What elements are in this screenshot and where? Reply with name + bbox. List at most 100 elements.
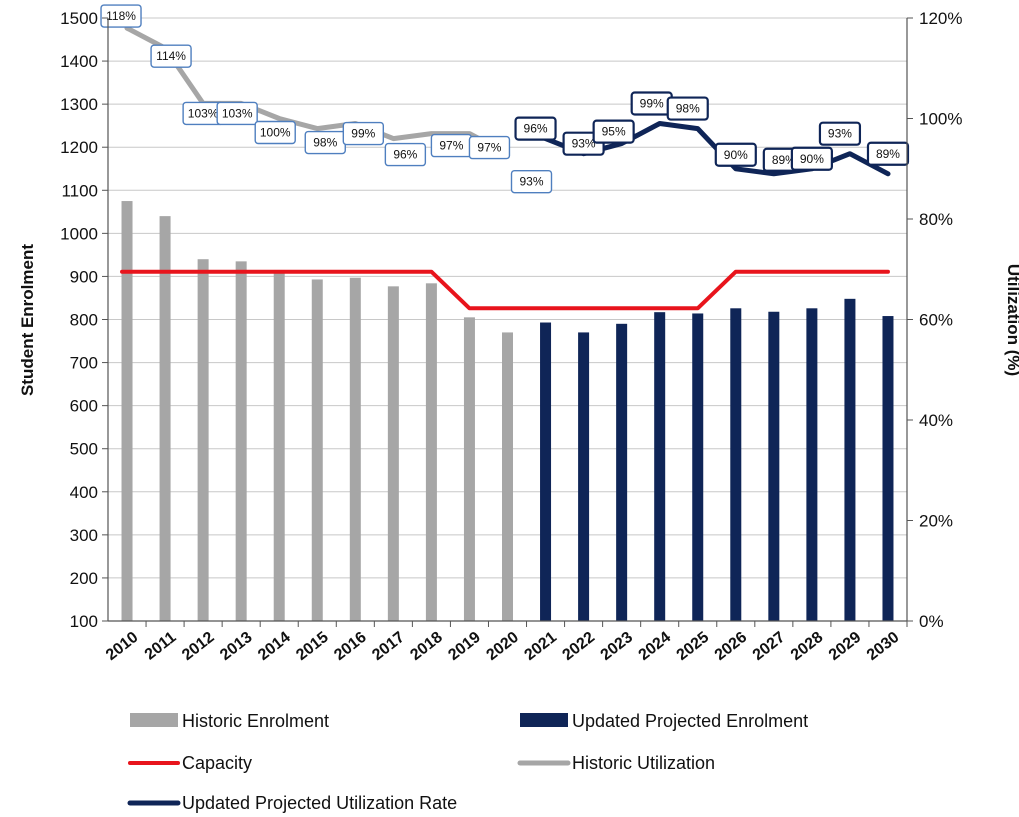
x-tick-label: 2021 [521,629,560,664]
x-tick-label: 2023 [598,629,637,664]
bar [806,308,818,621]
y2-tick-label: 60% [919,311,953,330]
data-label-box [216,101,258,126]
y-tick-label: 500 [70,440,98,459]
data-label-text: 97% [439,139,463,153]
x-tick-label: 2013 [217,629,256,664]
data-label-box [150,44,192,68]
data-label-text: 89% [876,147,900,161]
bar [197,259,209,621]
bar [463,317,475,621]
legend-swatch [520,713,568,727]
y-tick-label: 1200 [60,138,98,157]
y2-tick-label: 120% [919,9,962,28]
y-tick-label: 300 [70,526,98,545]
x-tick-label: 2018 [407,629,446,664]
legend-entry: Historic Utilization [517,753,715,773]
bar [654,312,666,621]
data-label-text: 99% [640,97,664,111]
data-label-box [666,96,709,121]
y-tick-label: 600 [70,397,98,416]
y-tick-label: 1300 [60,95,98,114]
y2-tick-label: 0% [919,612,944,631]
bar [882,316,894,621]
bar [387,286,399,621]
y-tick-label: 1100 [61,181,98,200]
data-label-text: 103% [222,106,253,120]
data-label-text: 93% [572,137,596,151]
bar [616,323,628,621]
data-label-text: 96% [393,148,417,162]
y2-tick-label: 80% [919,210,953,229]
bar [273,269,285,621]
data-label: 93% [818,121,862,146]
data-label-box [592,119,635,144]
x-tick-label: 2017 [369,629,408,664]
data-label: 97% [468,135,511,160]
data-label-box [514,116,557,141]
data-label: 96% [384,142,427,167]
data-label-box [714,142,757,167]
legend-label: Capacity [182,753,252,773]
data-label: 96% [514,116,557,141]
x-tick-label: 2011 [142,629,180,664]
data-label-box [818,121,862,146]
axes [102,17,913,627]
y-tick-label: 1000 [60,224,98,243]
y-tick-label: 100 [70,612,98,631]
data-label: 114% [150,44,192,68]
bar [502,332,513,621]
data-label-text: 90% [724,148,748,162]
legend-entry: Updated Projected Utilization Rate [127,793,457,813]
y-axis-title: Student Enrolment [18,244,37,396]
y-tick-label: 700 [70,354,98,373]
y2-tick-label: 100% [919,110,962,129]
y-tick-label: 1500 [60,9,98,28]
data-label: 103% [216,101,258,126]
x-tick-label: 2022 [560,629,599,664]
data-label-text: 93% [828,127,852,141]
x-tick-label: 2024 [636,629,675,664]
bars [121,201,894,621]
data-label-box [510,169,553,194]
data-label-box [468,135,511,160]
data-label: 99% [630,91,673,116]
data-label-box [790,146,833,171]
x-tick-label: 2029 [826,629,865,664]
data-label-box [384,142,427,167]
legend-entry: Capacity [128,753,252,773]
data-label-text: 96% [524,122,548,136]
data-label: 100% [254,120,296,145]
data-label-text: 118% [106,9,136,23]
data-label: 118% [100,4,142,28]
right-axis-ticks: 0% 20% 40% 60% 80% 100% 120% [919,9,962,631]
series-line [124,25,510,157]
x-tick-label: 2016 [331,629,370,664]
bar [349,277,361,621]
x-tick-label: 2020 [483,629,522,664]
bar [692,313,704,621]
y2-axis-title: Utilization (%) [1004,264,1019,376]
data-label-text: 90% [800,152,824,166]
y-tick-label: 400 [70,483,98,502]
data-label: 98% [304,130,346,155]
legend-label: Historic Utilization [572,753,715,773]
y2-tick-label: 20% [919,512,953,531]
data-label-box [342,121,385,146]
data-label: 97% [430,133,473,158]
data-label-text: 98% [313,136,337,150]
y2-tick-label: 40% [919,411,953,430]
y-tick-label: 900 [70,267,98,286]
legend-entry: Historic Enrolment [130,711,329,731]
data-label: 90% [790,146,833,171]
data-label: 103% [182,101,224,126]
data-label-text: 114% [156,49,186,63]
data-label: 95% [592,119,635,144]
data-label-text: 98% [676,102,700,116]
x-tick-label: 2014 [255,629,294,664]
data-label-box [866,141,910,166]
legend-swatch [130,713,178,727]
x-axis-ticks: 2010 2011 2012 2013 2014 2015 2016 2017 2018 2019… [103,629,903,664]
bar [121,201,133,621]
data-label-text: 99% [351,127,375,141]
